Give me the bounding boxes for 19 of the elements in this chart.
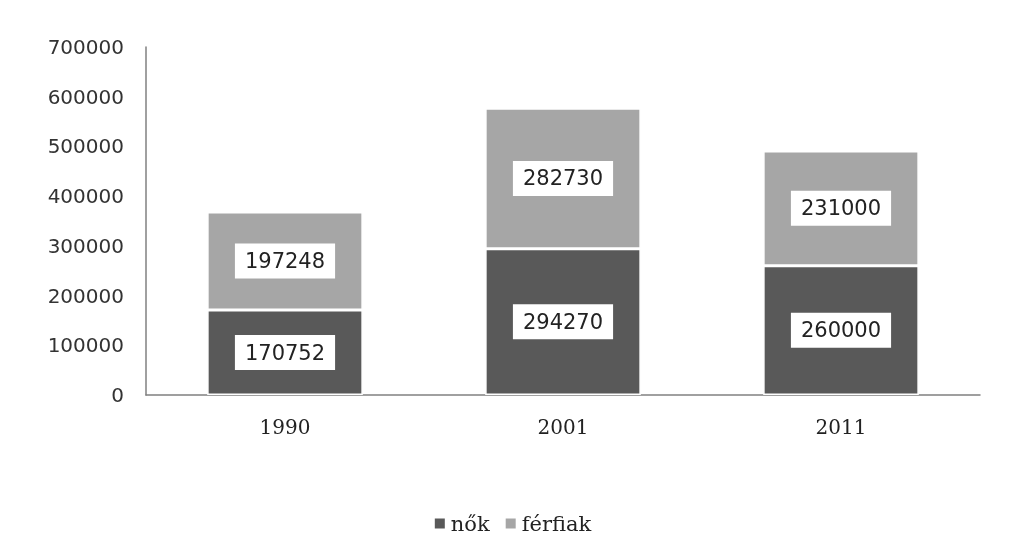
y-tick-label: 200000 — [47, 283, 124, 308]
data-label: 282730 — [522, 166, 604, 191]
y-tick-label: 700000 — [47, 35, 124, 59]
x-tick-label: 2001 — [537, 415, 589, 439]
y-tick-label: 300000 — [47, 233, 124, 258]
y-tick-label: 500000 — [47, 134, 124, 159]
legend-label: nők — [450, 511, 490, 536]
data-label: 260000 — [800, 318, 882, 343]
x-tick-label: 1990 — [259, 415, 311, 439]
y-tick-label: 100000 — [47, 333, 124, 358]
y-tick-label: 0 — [111, 383, 124, 407]
data-label: 197248 — [244, 249, 326, 274]
data-label: 170752 — [244, 340, 326, 365]
data-label: 294270 — [522, 309, 604, 334]
data-label: 231000 — [800, 196, 882, 221]
y-tick-label: 400000 — [47, 184, 124, 209]
y-tick-label: 600000 — [47, 84, 124, 109]
x-tick-label: 2011 — [815, 415, 867, 439]
legend-label: férfiak — [521, 511, 592, 536]
